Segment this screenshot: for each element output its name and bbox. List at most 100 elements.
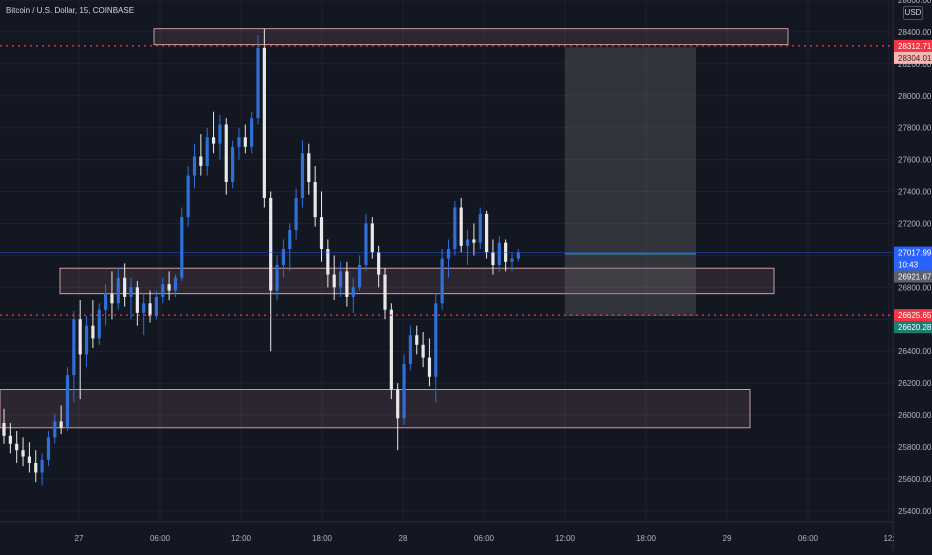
price-label: 26921.67 [898,273,932,282]
candle-body [377,252,381,275]
dotted-levels[interactable] [0,45,893,316]
y-tick-label: 25800.00 [898,443,932,452]
candle-body [415,335,419,345]
candle-body [27,456,31,463]
candle-body [34,462,38,473]
candle-body [8,435,12,444]
candle-body [389,309,393,390]
candle-body [199,156,203,167]
candle-body [313,181,317,218]
x-tick-label: 18:00 [636,534,657,543]
price-label-bg [894,321,932,334]
candle-body [269,197,273,291]
candle-body [370,223,374,253]
candle-body [294,197,298,230]
price-label-bg [894,39,932,52]
price-label-bg [894,270,932,283]
symbol-title: Bitcoin / U.S. Dollar, 15, COINBASE [6,6,135,15]
candle-body [319,217,324,250]
candle-body [434,303,438,377]
y-tick-label: 27400.00 [898,188,932,197]
zone-low-support[interactable] [0,389,751,429]
candle-body [123,277,127,297]
candle-body [453,207,457,250]
candle-body [110,293,114,304]
x-tick-label: 12:00 [555,534,576,543]
grid [0,0,893,522]
candle-body [21,450,25,457]
candle-body [472,239,476,243]
candle-body [211,137,216,144]
y-tick-label: 27600.00 [898,156,932,165]
zone-resistance[interactable] [153,28,789,46]
candle-body [332,274,336,288]
candle-body [478,213,482,243]
x-tick-label: 27 [75,534,84,543]
candle-body [173,277,178,291]
candle-body [243,137,247,147]
candle-body [408,335,412,364]
candle-body [72,319,76,376]
y-tick-label: 26800.00 [898,283,932,292]
candle-body [256,47,260,119]
candle-body [148,303,152,317]
y-tick-label: 28000.00 [898,92,932,101]
price-label: 28304.01 [898,54,932,63]
candle-body [231,146,235,182]
candle-body [427,357,432,377]
y-tick-label: 26200.00 [898,379,932,388]
candle-body [358,264,362,288]
candle-body [91,325,95,339]
candle-body [351,287,355,297]
candle-body [421,344,425,358]
x-tick-label: 06:00 [798,534,819,543]
candle-body [383,274,387,310]
candle-body [65,375,70,428]
currency-button[interactable]: USD [903,6,923,20]
candle-body [364,223,368,265]
y-tick-label: 27200.00 [898,219,932,228]
price-label: 28312.71 [898,42,932,51]
support-resistance-zones[interactable] [0,28,789,429]
price-label: 27017.99 [898,249,932,258]
candle-body [497,242,501,265]
time-axis[interactable]: 27 06:00 12:00 18:00 28 06:00 12:00 18:00 29 06:0… [75,534,895,543]
candle-body [300,153,305,198]
candle-body [345,271,349,297]
price-label: 26625.65 [898,311,932,320]
candle-body [465,239,470,246]
x-tick-label: 06:00 [474,534,495,543]
projection-rect[interactable] [565,47,696,317]
x-tick-label: 12: [883,534,894,543]
x-tick-label: 12:00 [231,534,252,543]
candle-body [116,277,120,304]
y-tick-label: 25600.00 [898,475,932,484]
y-tick-label: 28600.00 [898,0,932,5]
candle-body [15,443,19,451]
candle-body [491,252,495,265]
zone-mid-support[interactable] [59,267,775,295]
price-label-bg [894,258,932,271]
candle-body [180,217,184,278]
y-tick-label: 28200.00 [898,60,932,69]
candle-body [275,264,279,291]
y-tick-label: 26400.00 [898,347,932,356]
candle-body [504,242,508,262]
y-tick-label: 27800.00 [898,124,932,133]
candle-body [78,319,82,355]
projection-box[interactable] [565,47,696,317]
candle-body [46,437,51,460]
price-label-bg [894,309,932,322]
candle-body [142,303,146,313]
candle-body [485,213,489,253]
y-tick-label: 25400.00 [898,507,932,516]
candle-body [510,258,514,262]
x-tick-label: 18:00 [312,534,333,543]
candle-body [186,175,190,218]
candle-body [135,287,139,313]
candle-body [129,287,133,297]
candle-body [396,389,400,419]
